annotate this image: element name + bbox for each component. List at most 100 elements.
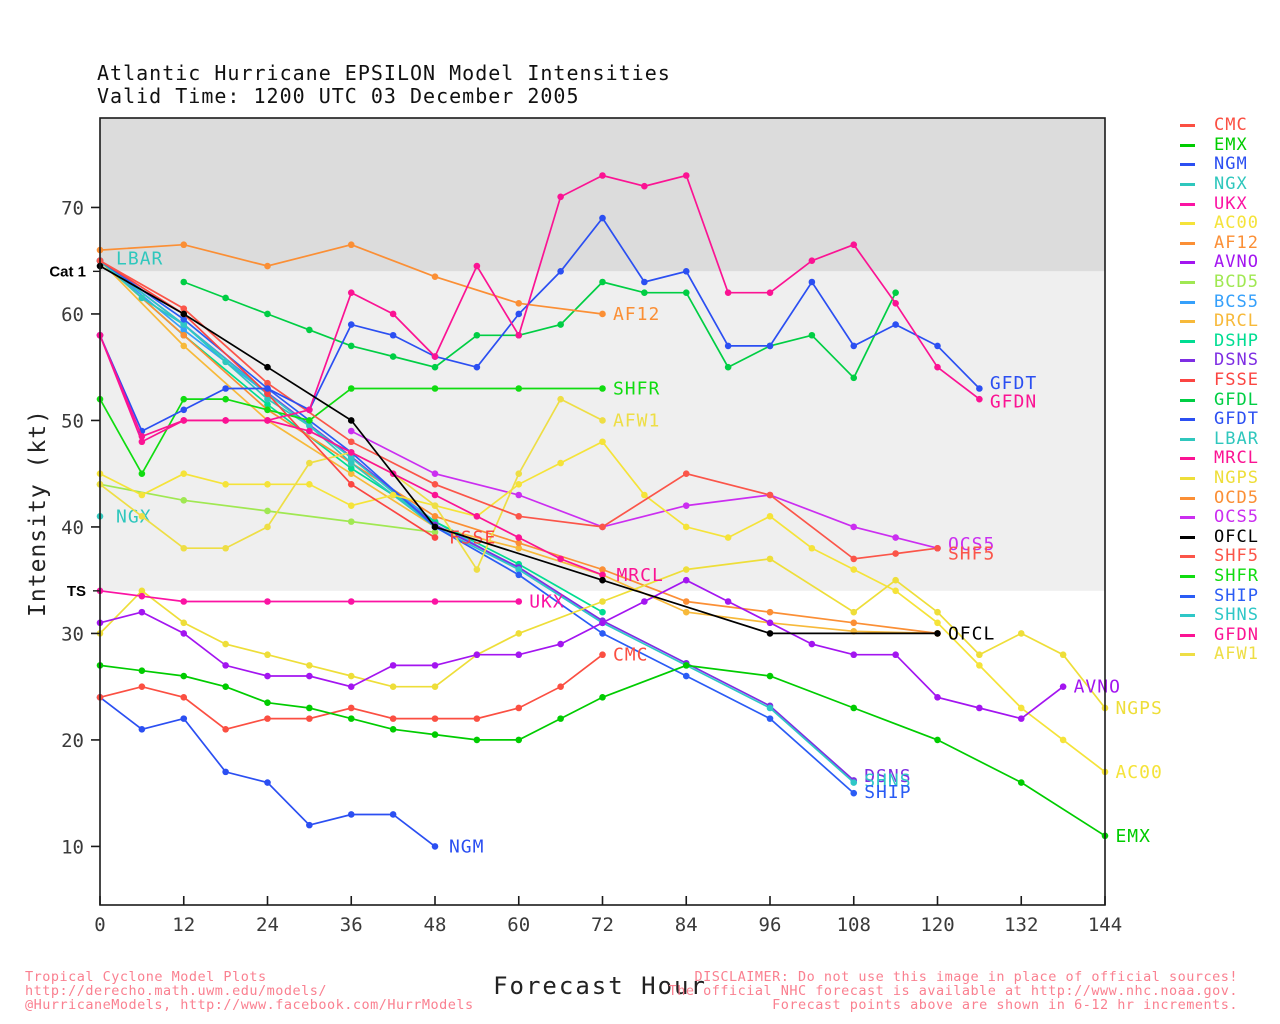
data-point-GFDN: [473, 262, 481, 270]
data-point-EMX: [389, 725, 397, 733]
legend-row-FSSE: FSSE: [1180, 371, 1259, 391]
data-point-AFW1: [515, 470, 523, 477]
data-point-GFDL: [724, 363, 732, 371]
threshold-label: TS: [67, 583, 86, 600]
credit-line1: Tropical Cyclone Model Plots: [25, 969, 267, 985]
line-label-CMC: CMC: [613, 645, 649, 666]
data-point-AVNO: [1059, 683, 1067, 690]
data-point-GFDT: [850, 342, 858, 350]
data-point-EMX: [1017, 779, 1025, 786]
legend-swatch-SHIP: [1180, 594, 1195, 598]
data-point-EMX: [222, 683, 229, 690]
data-point-NGPS: [264, 651, 271, 659]
line-label-AFW1: AFW1: [613, 410, 660, 431]
data-point-GFDL: [389, 353, 397, 360]
legend-row-NGM: NGM: [1180, 155, 1259, 175]
data-point-AVNO: [976, 704, 983, 712]
data-point-NGPS: [934, 608, 941, 616]
data-point-AC00: [850, 566, 858, 573]
chart-title: Atlantic Hurricane EPSILON Model Intensi…: [97, 62, 671, 108]
data-point-DRCL: [347, 470, 355, 477]
legend-row-OCS5: OCS5: [1180, 508, 1259, 528]
data-point-GFDN: [599, 172, 606, 179]
data-point-OCD5: [850, 619, 858, 627]
data-point-BCD5: [180, 497, 188, 504]
data-point-CMC: [515, 704, 523, 712]
data-point-AVNO: [892, 651, 899, 659]
data-point-UKX: [515, 598, 523, 605]
data-point-NGM: [389, 811, 397, 818]
legend-swatch-BCD5: [1180, 281, 1195, 285]
data-point-NGPS: [347, 672, 355, 680]
legend-row-BCS5: BCS5: [1180, 292, 1259, 312]
data-point-LBAR: [264, 395, 271, 403]
line-label-EMX: EMX: [1115, 826, 1151, 847]
legend-row-UKX: UKX: [1180, 194, 1259, 214]
legend-label-SHIP: SHIP: [1214, 585, 1259, 606]
data-point-CMC: [180, 694, 188, 701]
data-point-GFDL: [431, 363, 439, 371]
legend-label-EMX: EMX: [1214, 134, 1248, 155]
data-point-SHFR: [347, 385, 355, 392]
data-point-EMX: [515, 736, 523, 744]
data-point-OFCL: [766, 630, 774, 637]
data-point-AVNO: [222, 662, 229, 669]
data-point-NGM: [264, 779, 271, 786]
data-point-DRCL: [682, 608, 690, 616]
data-point-NGPS: [892, 576, 899, 584]
data-point-UKX: [264, 598, 271, 605]
x-axis-title: Forecast Hour: [493, 972, 707, 1000]
data-point-GFDL: [347, 342, 355, 350]
data-point-GFDT: [892, 321, 899, 328]
data-point-GFDL: [599, 278, 606, 286]
legend-label-GFDN: GFDN: [1214, 624, 1259, 645]
legend-swatch-DSHP: [1180, 339, 1195, 343]
series-line-OFCL: [99, 265, 938, 635]
data-point-CMC: [431, 715, 439, 722]
x-tick-label: 0: [94, 914, 105, 936]
intensity-band-0: [100, 118, 1105, 272]
data-point-SHNS: [180, 321, 188, 328]
data-point-EMX: [934, 736, 941, 744]
legend: CMC EMX NGM NGX UKX AC00 AF12 AVNO BCD5 BCS5 DRCL D…: [1180, 116, 1259, 665]
legend-row-NGPS: NGPS: [1180, 469, 1259, 489]
data-point-SHNS: [347, 454, 355, 462]
data-point-EMX: [138, 667, 146, 675]
series-NGM: NGM: [96, 694, 483, 857]
x-tick-label: 120: [920, 914, 954, 936]
data-point-SHF5: [264, 379, 271, 387]
data-point-OCD5: [431, 512, 439, 520]
data-point-GFDT: [347, 321, 355, 328]
data-point-NGPS: [976, 651, 983, 659]
data-point-GFDN: [808, 257, 816, 265]
legend-swatch-DRCL: [1180, 320, 1195, 324]
data-point-NGPS: [389, 683, 397, 690]
y-tick-label: 10: [61, 836, 84, 858]
line-label-SHIP: SHIP: [864, 782, 911, 803]
threshold-label: Cat 1: [49, 263, 86, 280]
line-label-UKX: UKX: [529, 591, 565, 612]
data-point-GFDT: [264, 385, 271, 392]
data-point-AC00: [557, 459, 564, 467]
line-label-AC00: AC00: [1115, 762, 1162, 783]
data-point-GFDN: [306, 406, 313, 414]
data-point-SHFR: [599, 385, 606, 392]
legend-row-DSHP: DSHP: [1180, 332, 1259, 352]
series-AVNO: AVNO: [96, 576, 1120, 722]
series-NGPS: NGPS: [96, 555, 1162, 719]
legend-row-SHF5: SHF5: [1180, 547, 1259, 567]
data-point-LBAR: [347, 459, 355, 467]
line-label-GFDT: GFDT: [990, 373, 1037, 394]
data-point-GFDN: [431, 353, 439, 360]
data-point-NGPS: [306, 662, 313, 669]
data-point-AC00: [934, 619, 941, 627]
x-tick-label: 96: [759, 914, 782, 936]
data-point-AFW1: [431, 502, 439, 509]
data-point-NGM: [180, 715, 188, 722]
data-point-NGPS: [1059, 651, 1067, 659]
legend-label-SHF5: SHF5: [1214, 546, 1259, 567]
legend-row-AF12: AF12: [1180, 234, 1259, 254]
data-point-MRCL: [138, 438, 146, 446]
data-point-OCD5: [599, 566, 606, 573]
